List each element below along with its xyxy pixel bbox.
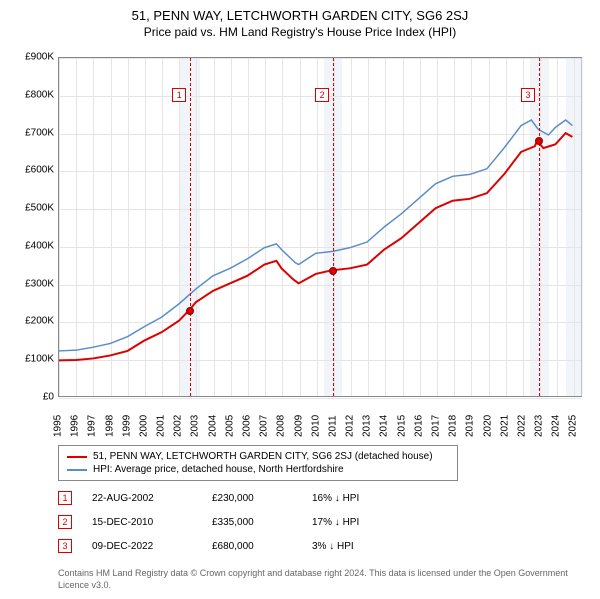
x-axis-label: 2023: [534, 401, 545, 437]
x-axis-label: 2014: [379, 401, 390, 437]
y-axis-label: £300K: [8, 278, 54, 289]
x-axis-label: 2011: [327, 401, 338, 437]
sale-date: 15-DEC-2010: [92, 517, 192, 528]
x-axis-label: 1998: [104, 401, 115, 437]
sale-row-badge: 1: [58, 491, 72, 505]
sale-price: £335,000: [212, 517, 292, 528]
sale-marker-dot: [329, 267, 337, 275]
x-axis-label: 2013: [362, 401, 373, 437]
x-axis-label: 2003: [190, 401, 201, 437]
y-axis-label: £600K: [8, 165, 54, 176]
sale-price: £230,000: [212, 493, 292, 504]
legend-label: 51, PENN WAY, LETCHWORTH GARDEN CITY, SG…: [93, 451, 433, 462]
sale-marker-badge: 1: [172, 88, 186, 102]
sale-delta: 3% ↓ HPI: [312, 541, 412, 552]
y-axis-label: £200K: [8, 316, 54, 327]
sale-row: 2 15-DEC-2010 £335,000 17% ↓ HPI: [58, 515, 592, 529]
legend-swatch: [67, 456, 87, 458]
gridline-h: [59, 398, 581, 399]
chart-subtitle: Price paid vs. HM Land Registry's House …: [8, 25, 592, 39]
sale-marker-line: [190, 58, 191, 396]
x-axis-label: 2018: [448, 401, 459, 437]
sale-date: 22-AUG-2002: [92, 493, 192, 504]
sale-price: £680,000: [212, 541, 292, 552]
legend: 51, PENN WAY, LETCHWORTH GARDEN CITY, SG…: [58, 445, 458, 481]
x-axis-label: 2008: [276, 401, 287, 437]
series-price-paid: [59, 133, 572, 360]
x-axis-label: 2022: [516, 401, 527, 437]
sale-date: 09-DEC-2022: [92, 541, 192, 552]
series-hpi: [59, 120, 572, 351]
sale-marker-badge: 2: [315, 88, 329, 102]
legend-label: HPI: Average price, detached house, Nort…: [93, 464, 344, 475]
legend-swatch: [67, 469, 87, 471]
y-axis-label: £900K: [8, 52, 54, 63]
sale-delta: 17% ↓ HPI: [312, 517, 412, 528]
plot-area: 1 2 3: [58, 57, 582, 397]
sale-marker-dot: [535, 137, 543, 145]
sale-row: 1 22-AUG-2002 £230,000 16% ↓ HPI: [58, 491, 592, 505]
x-axis-label: 2001: [156, 401, 167, 437]
chart: 1 2 3 £0 £100K £200K £300K £400K £500K £600K £700…: [8, 47, 592, 437]
x-axis-label: 2009: [293, 401, 304, 437]
y-axis-label: £100K: [8, 354, 54, 365]
y-axis-label: £700K: [8, 127, 54, 138]
sale-delta: 16% ↓ HPI: [312, 493, 412, 504]
x-axis-label: 2007: [259, 401, 270, 437]
y-axis-label: £400K: [8, 240, 54, 251]
footer-attribution: Contains HM Land Registry data © Crown c…: [58, 567, 578, 591]
x-axis-label: 1999: [121, 401, 132, 437]
x-axis-label: 1996: [70, 401, 81, 437]
x-axis-label: 1995: [53, 401, 64, 437]
x-axis-label: 2016: [413, 401, 424, 437]
x-axis-label: 2000: [138, 401, 149, 437]
sale-row: 3 09-DEC-2022 £680,000 3% ↓ HPI: [58, 539, 592, 553]
x-axis-label: 2005: [224, 401, 235, 437]
x-axis-label: 2019: [465, 401, 476, 437]
x-axis-label: 2025: [568, 401, 579, 437]
y-axis-label: £500K: [8, 203, 54, 214]
y-axis-label: £800K: [8, 89, 54, 100]
x-axis-label: 2012: [345, 401, 356, 437]
sale-marker-line: [539, 58, 540, 396]
x-axis-label: 2017: [430, 401, 441, 437]
x-axis-label: 2002: [173, 401, 184, 437]
legend-row: HPI: Average price, detached house, Nort…: [67, 463, 449, 476]
chart-title: 51, PENN WAY, LETCHWORTH GARDEN CITY, SG…: [8, 8, 592, 23]
legend-row: 51, PENN WAY, LETCHWORTH GARDEN CITY, SG…: [67, 450, 449, 463]
sale-marker-line: [333, 58, 334, 396]
x-axis-label: 2004: [207, 401, 218, 437]
x-axis-label: 2010: [310, 401, 321, 437]
x-axis-label: 2020: [482, 401, 493, 437]
x-axis-label: 2024: [551, 401, 562, 437]
sale-marker-badge: 3: [521, 88, 535, 102]
x-axis-label: 2021: [499, 401, 510, 437]
x-axis-label: 2006: [241, 401, 252, 437]
y-axis-label: £0: [8, 392, 54, 403]
sale-row-badge: 3: [58, 539, 72, 553]
x-axis-label: 2015: [396, 401, 407, 437]
sale-marker-dot: [186, 307, 194, 315]
x-axis-label: 1997: [87, 401, 98, 437]
sale-row-badge: 2: [58, 515, 72, 529]
